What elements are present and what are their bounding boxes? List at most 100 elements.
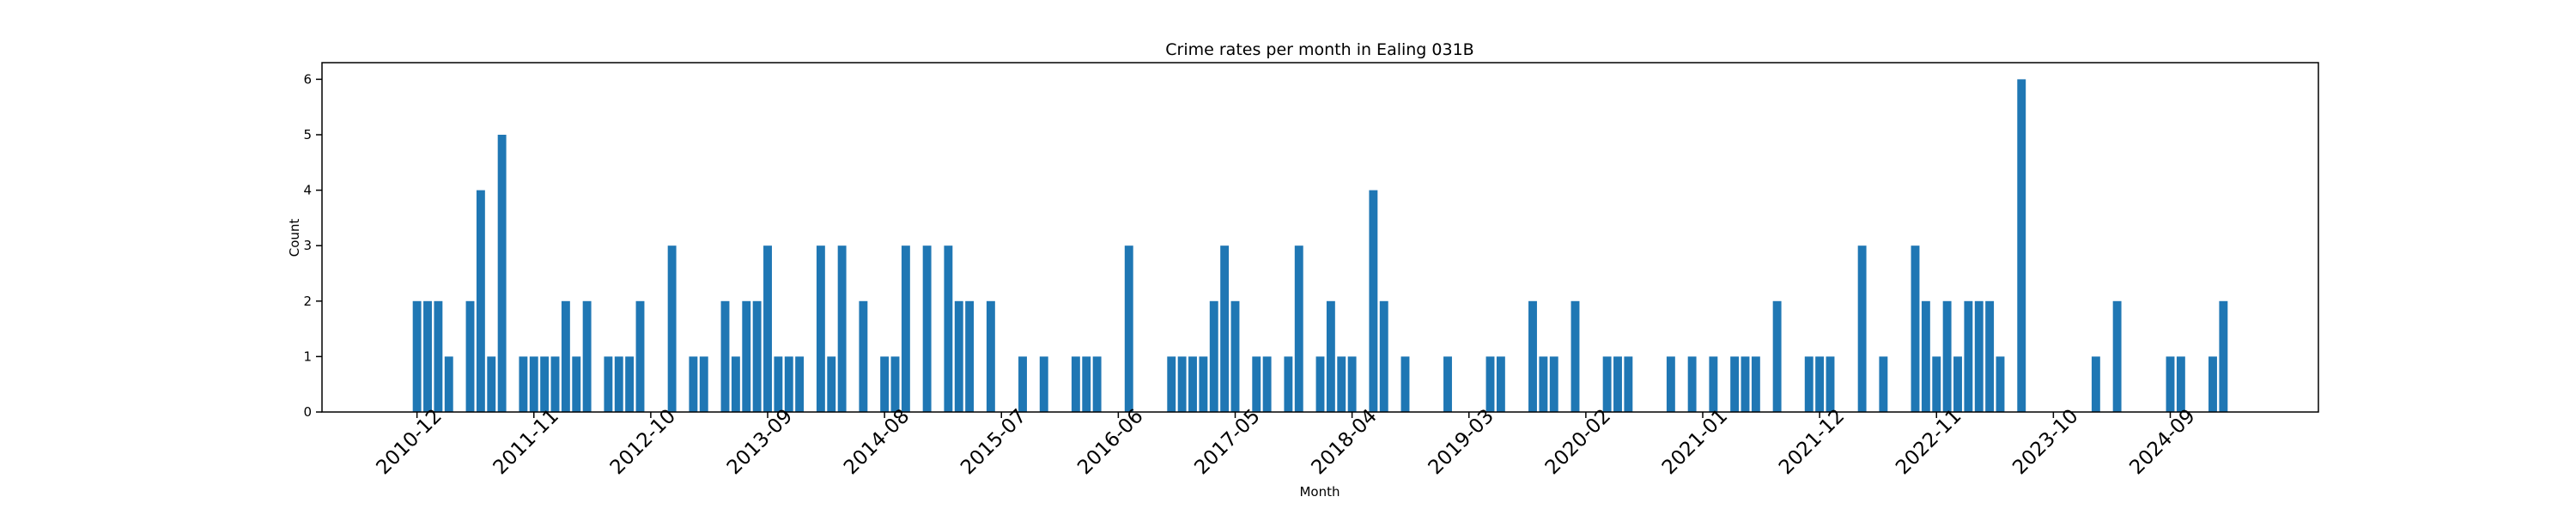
bar: [816, 245, 825, 412]
bar: [667, 245, 677, 412]
bar: [954, 300, 963, 412]
bar: [1528, 300, 1537, 412]
y-tick-label: 2: [303, 294, 312, 309]
bar: [582, 300, 592, 412]
bar: [1347, 356, 1357, 412]
bar: [1613, 356, 1622, 412]
bar: [720, 300, 730, 412]
bar: [837, 245, 847, 412]
bar: [1964, 300, 1973, 412]
bar: [859, 300, 868, 412]
bar: [1751, 356, 1760, 412]
x-tick-label: 2024-09: [2125, 405, 2199, 479]
x-tick-label: 2011-11: [489, 405, 563, 479]
bar: [1953, 356, 1962, 412]
bar: [763, 245, 772, 412]
x-tick-label: 2012-10: [606, 405, 680, 479]
bar: [2208, 356, 2217, 412]
bar: [1188, 356, 1197, 412]
bar: [1230, 300, 1240, 412]
x-tick-label: 2013-09: [723, 405, 797, 479]
bar: [965, 300, 975, 412]
x-tick-label: 2023-10: [2008, 405, 2082, 479]
bar: [540, 356, 550, 412]
bar: [742, 300, 751, 412]
bar: [1369, 190, 1378, 413]
bar: [434, 300, 443, 412]
x-tick-label: 2021-12: [1775, 405, 1849, 479]
bar: [1337, 356, 1346, 412]
bar: [1018, 356, 1027, 412]
bar: [2112, 300, 2122, 412]
bar: [465, 300, 475, 412]
bar: [1687, 356, 1697, 412]
bar: [1092, 356, 1102, 412]
y-tick-label: 1: [303, 348, 312, 364]
bar: [497, 134, 507, 412]
bar: [412, 300, 422, 412]
x-tick-label: 2019-03: [1425, 405, 1498, 479]
y-tick-label: 5: [303, 127, 312, 142]
bar: [1772, 300, 1782, 412]
bar: [1985, 300, 1995, 412]
bar: [519, 356, 528, 412]
bar: [1071, 356, 1080, 412]
bar: [529, 356, 538, 412]
chart-title: Crime rates per month in Ealing 031B: [1165, 40, 1473, 59]
bar: [1709, 356, 1718, 412]
bar: [1996, 356, 2005, 412]
bar: [444, 356, 453, 412]
x-tick-label: 2010-12: [373, 405, 447, 479]
bar: [1602, 356, 1612, 412]
bar: [1220, 245, 1230, 412]
bar: [1315, 356, 1325, 412]
bar: [731, 356, 740, 412]
bar: [1199, 356, 1208, 412]
bar: [1209, 300, 1218, 412]
bar: [1571, 300, 1580, 412]
bar: [572, 356, 581, 412]
bar: [1326, 300, 1335, 412]
bar: [423, 300, 432, 412]
bar: [604, 356, 613, 412]
bar: [1177, 356, 1187, 412]
bar: [635, 300, 645, 412]
bar: [1624, 356, 1633, 412]
plot-frame: [321, 62, 2319, 413]
x-axis-label: Month: [1299, 484, 1340, 500]
bar: [1741, 356, 1750, 412]
bar: [880, 356, 890, 412]
bar: [774, 356, 783, 412]
bar: [1921, 300, 1930, 412]
bar: [1284, 356, 1293, 412]
bar: [699, 356, 708, 412]
bar: [944, 245, 953, 412]
bar: [1443, 356, 1452, 412]
bar: [1082, 356, 1091, 412]
bar: [1400, 356, 1410, 412]
bar: [1485, 356, 1495, 412]
bar: [1815, 356, 1825, 412]
bar: [986, 300, 995, 412]
bar: [890, 356, 900, 412]
bar: [614, 356, 623, 412]
bar: [752, 300, 762, 412]
bar: [1911, 245, 1920, 412]
x-tick-label: 2021-01: [1658, 405, 1732, 479]
y-tick-label: 3: [303, 238, 312, 253]
bar: [1294, 245, 1303, 412]
bar: [689, 356, 698, 412]
bar: [1167, 356, 1176, 412]
x-tick-label: 2022-11: [1892, 405, 1965, 479]
bar: [487, 356, 496, 412]
bar: [922, 245, 932, 412]
bar: [2017, 79, 2026, 412]
bar: [1539, 356, 1548, 412]
bar: [1804, 356, 1814, 412]
x-tick-label: 2017-05: [1190, 405, 1264, 479]
bar: [1549, 356, 1558, 412]
bar: [1932, 356, 1941, 412]
bar: [561, 300, 570, 412]
bar: [625, 356, 635, 412]
y-tick-label: 0: [303, 404, 312, 420]
